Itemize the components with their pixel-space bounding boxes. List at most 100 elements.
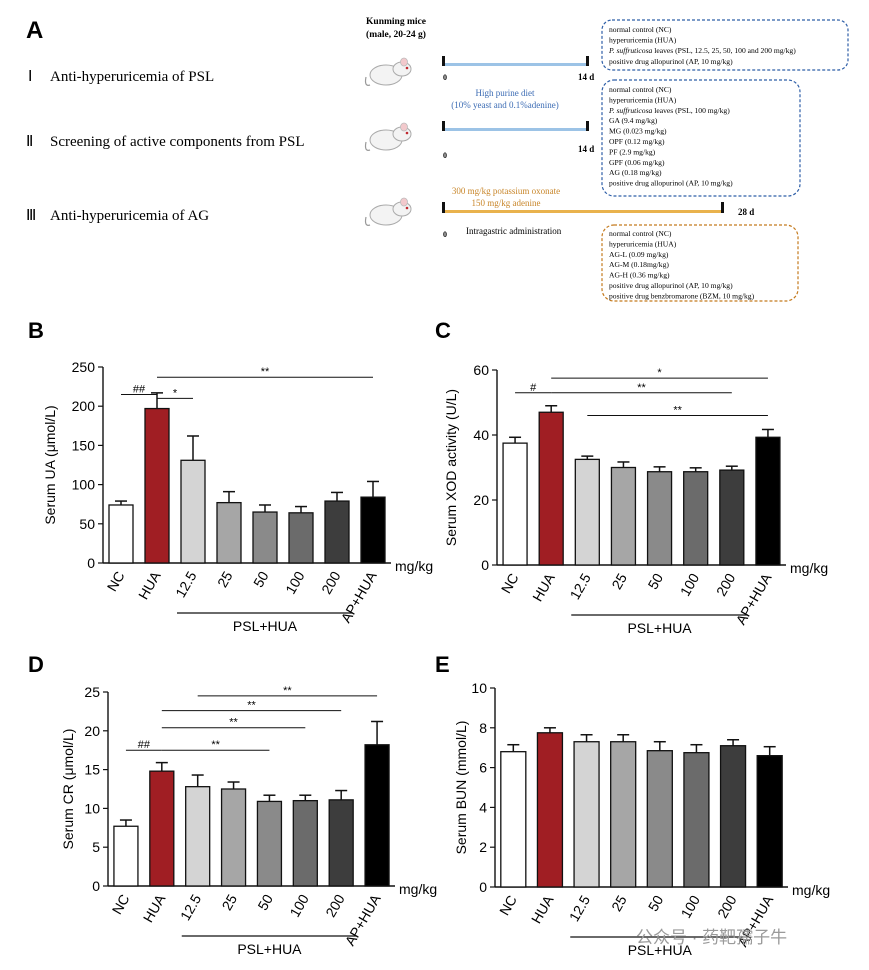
group-list-item-text: leaves (PSL, 100 mg/kg) <box>652 106 730 115</box>
timeline-2-end: 14 d <box>578 144 594 154</box>
bar-aphua <box>364 744 390 887</box>
group-list-item: OPF (0.12 mg/kg) <box>609 137 665 146</box>
admin-label: Intragastric administration <box>466 226 562 236</box>
row-3-title: Anti-hyperuricemia of AG <box>50 208 209 224</box>
chart-panel-b: B 0 50 100 150 200 250 Serum UA (μmol/L) NC HUA 12… <box>28 318 433 634</box>
group-list-item-text: AG-M (0.18mg/kg) <box>609 260 669 269</box>
x-tick-label: NC <box>496 893 520 919</box>
bar-50 <box>646 471 673 566</box>
x-tick-label: 200 <box>714 892 740 920</box>
group-list-item-text: OPF (0.12 mg/kg) <box>609 137 665 146</box>
bar-100 <box>683 471 709 566</box>
group-box-3 <box>601 224 799 302</box>
bar-nc <box>108 504 134 564</box>
group-list-item: normal control (NC) <box>609 85 672 94</box>
timeline-2-start: 0 <box>443 151 447 160</box>
group-label: PSL+HUA <box>627 620 692 636</box>
bar-200 <box>324 500 350 564</box>
group-list-item-text: AG-H (0.36 mg/kg) <box>609 271 670 280</box>
significance-label: * <box>173 387 178 399</box>
row-1-title: Anti-hyperuricemia of PSL <box>50 69 214 85</box>
mouse-icon <box>364 57 412 86</box>
y-axis-label: Serum BUN (mmol/L) <box>453 721 469 855</box>
group-list-item-italic: P. suffruticosa <box>608 46 653 55</box>
bar-100 <box>292 799 318 887</box>
timeline-end-tick <box>721 202 724 213</box>
x-tick-label: 50 <box>254 891 276 913</box>
significance-label: ** <box>211 739 220 751</box>
y-tick-label: 150 <box>72 437 96 453</box>
group-list-item-italic: P. suffruticosa <box>608 106 653 115</box>
bar-200 <box>719 745 747 888</box>
x-tick-label: 100 <box>286 891 312 919</box>
bar-25 <box>220 788 247 887</box>
significance-label: # <box>530 382 537 394</box>
group-list-item-text: normal control (NC) <box>609 25 672 34</box>
group-label: PSL+HUA <box>628 942 693 958</box>
bar-50 <box>646 750 673 888</box>
y-tick-label: 10 <box>471 680 487 696</box>
group-list-item: AG (0.18 mg/kg) <box>609 168 662 177</box>
y-tick-label: 0 <box>481 557 489 573</box>
group-list-item-text: normal control (NC) <box>609 229 672 238</box>
chart-panel-d: D 0 5 10 15 20 25 Serum CR (μmol/L) NC HUA 12.5 25 5… <box>28 652 437 957</box>
unit-label: mg/kg <box>790 560 828 576</box>
bar-aphua <box>360 496 386 564</box>
oxonate-label-2: 150 mg/kg adenine <box>472 198 541 208</box>
group-list-item-text: positive drug benzbromarone (BZM, 10 mg/… <box>609 291 755 300</box>
row-2-numeral: Ⅱ <box>26 134 33 150</box>
timeline-3-end: 28 d <box>738 207 754 217</box>
significance-label: ** <box>283 685 292 697</box>
mouse-icon <box>364 197 412 226</box>
y-tick-label: 20 <box>84 723 100 739</box>
bar-50 <box>256 800 283 887</box>
bar-50 <box>252 511 278 564</box>
unit-label: mg/kg <box>395 558 433 574</box>
panel-letter: E <box>435 652 450 677</box>
x-tick-label: 25 <box>608 892 630 914</box>
group-box-1 <box>601 19 849 71</box>
bar-100 <box>288 512 314 564</box>
group-box-2 <box>601 79 801 197</box>
x-tick-label: AP+HUA <box>342 891 384 948</box>
y-axis-label: Serum UA (μmol/L) <box>42 405 58 524</box>
watermark: 公众号 · 药靶孺子牛 <box>636 928 787 947</box>
bar-nc <box>500 751 527 888</box>
group-list-item-text: hyperuricemia (HUA) <box>609 239 677 248</box>
y-tick-label: 25 <box>84 684 100 700</box>
y-tick-label: 4 <box>479 799 487 815</box>
x-tick-label: HUA <box>135 568 164 602</box>
y-tick-label: 2 <box>479 839 487 855</box>
y-tick-label: 0 <box>92 878 100 894</box>
y-tick-label: 10 <box>84 800 100 816</box>
x-tick-label: NC <box>498 571 522 597</box>
row-3-numeral: Ⅲ <box>26 208 36 224</box>
group-list-item: MG (0.023 mg/kg) <box>609 127 667 136</box>
group-list-item: AG-M (0.18mg/kg) <box>609 260 669 269</box>
y-axis-label: Serum XOD activity (U/L) <box>443 389 459 546</box>
bar-12.5 <box>180 459 206 564</box>
panel-a: A Kunming mice (male, 20-24 g) Ⅰ Anti-hy… <box>26 17 849 302</box>
significance-label: ## <box>133 383 146 395</box>
x-tick-label: 100 <box>677 570 703 598</box>
bar-aphua <box>755 436 781 566</box>
timeline-1-start: 0 <box>443 73 447 82</box>
significance-label: ** <box>247 700 256 712</box>
chart-panel-e: E 0 2 4 6 8 10 Serum BUN (mmol/L) NC HUA 12.5 25 50 1… <box>435 652 830 958</box>
bar-200 <box>328 799 354 887</box>
panel-letter-a: A <box>26 17 43 44</box>
bar-25 <box>610 741 637 888</box>
bar-hua <box>144 407 170 564</box>
group-list-item: positive drug allopurinol (AP, 10 mg/kg) <box>609 57 733 66</box>
timeline-bar-3 <box>445 210 723 213</box>
group-list-item-text: GPF (0.06 mg/kg) <box>609 158 665 167</box>
timeline-3-start: 0 <box>443 230 447 239</box>
x-tick-label: 100 <box>677 892 703 920</box>
diet-label-1: High purine diet <box>476 88 535 98</box>
group-list-item: P. suffruticosa leaves (PSL, 12.5, 25, 5… <box>608 46 796 55</box>
group-box-3-list: normal control (NC)hyperuricemia (HUA) AG… <box>609 229 755 300</box>
group-box-1-list: normal control (NC) hyperuricemia (HUA)P.… <box>608 25 796 66</box>
group-list-item: positive drug allopurinol (AP, 10 mg/kg) <box>609 281 733 290</box>
group-list-item-text: GA (9.4 mg/kg) <box>609 116 658 125</box>
panel-letter: D <box>28 652 44 677</box>
